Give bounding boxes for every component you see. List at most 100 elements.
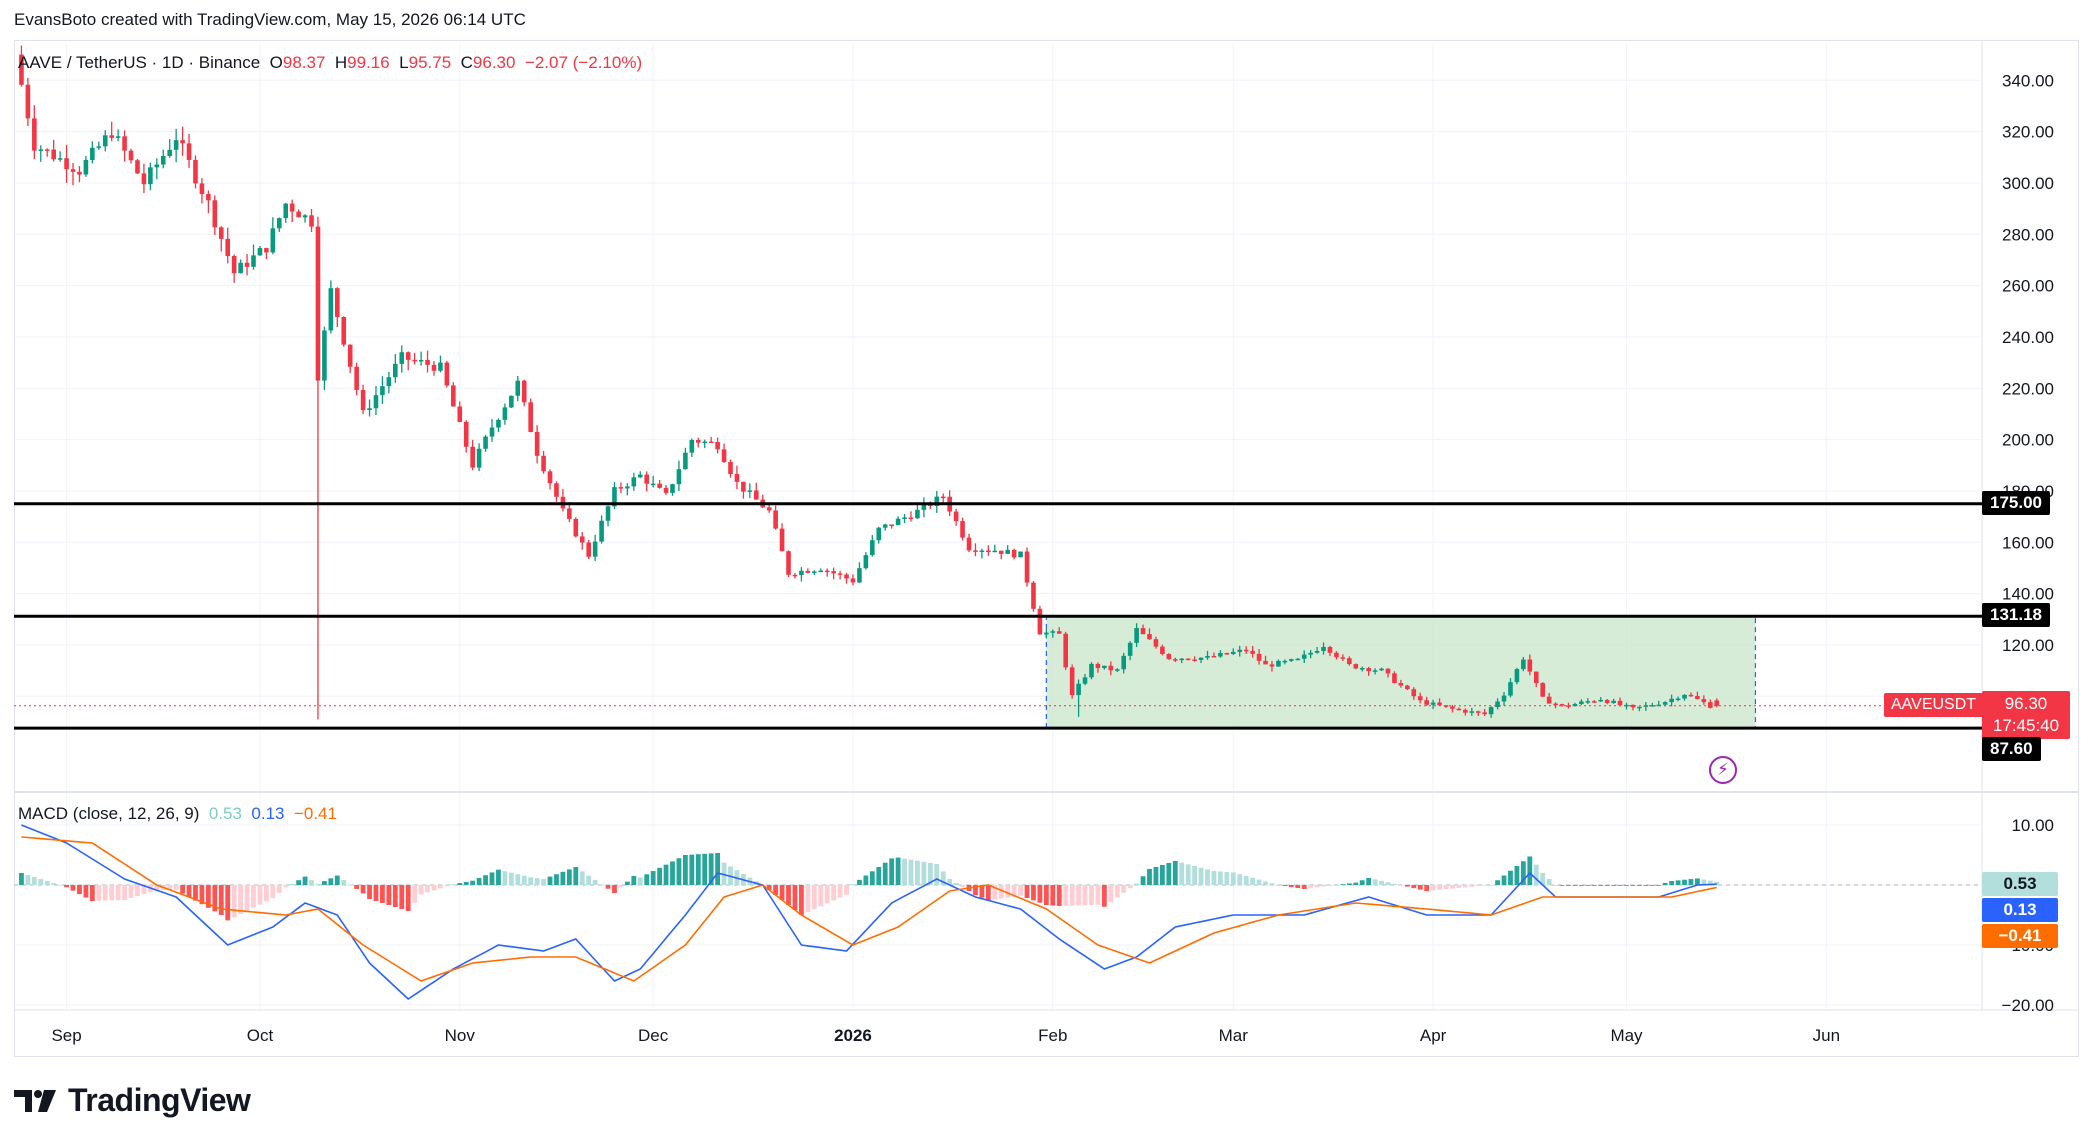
candle-body [1185, 658, 1191, 661]
macd-hist-bar [1501, 875, 1507, 885]
macd-hist-bar [1585, 885, 1591, 886]
candle-body [605, 506, 611, 521]
macd-hist-bar [1250, 877, 1256, 885]
macd-hist-bar [869, 871, 875, 885]
macd-hist-bar [650, 871, 656, 885]
candle-body [786, 551, 791, 575]
candle-body [1624, 704, 1629, 707]
candle-body [1276, 660, 1281, 667]
candle-body [708, 441, 714, 444]
macd-hist-bar [83, 885, 89, 898]
candle-body [1701, 699, 1707, 703]
tradingview-brand[interactable]: TradingView [14, 1082, 251, 1119]
candle-body [25, 84, 31, 119]
macd-hist-bar [115, 885, 121, 901]
macd-hist-bar [1682, 879, 1687, 885]
macd-hist-bar [276, 885, 282, 893]
macd-hist-bar [715, 853, 721, 885]
candle-body [1669, 698, 1674, 703]
candle-body [766, 507, 772, 511]
candle-body [1127, 642, 1133, 656]
candle-body [1385, 668, 1391, 674]
candle-body [373, 395, 379, 409]
macd-hist-bar [1101, 885, 1107, 907]
macd-hist-bar [44, 881, 50, 885]
candle-body [850, 578, 856, 583]
macd-hist-bar [1695, 878, 1700, 885]
macd-hist-bar [1224, 871, 1230, 885]
candle-body [122, 136, 127, 151]
symbol-label[interactable]: AAVE / TetherUS · 1D · Binance [18, 53, 261, 72]
candle-body [180, 140, 185, 144]
candle-body [592, 541, 598, 557]
candle-body [444, 362, 450, 386]
candle-body [721, 449, 727, 463]
macd-hist-bar [51, 883, 57, 885]
macd-hist-bar [1437, 885, 1442, 890]
macd-hist-bar [1301, 885, 1307, 889]
candle-body [257, 248, 263, 256]
macd-hist-bar [1018, 885, 1023, 896]
macd-hist-bar [135, 885, 140, 897]
macd-hist-bar [502, 871, 508, 885]
level-tag: 87.60 [1982, 737, 2041, 762]
macd-hist-bar [605, 885, 611, 889]
ohlc-legend: AAVE / TetherUS · 1D · Binance O98.37 H9… [18, 53, 642, 73]
candle-body [657, 483, 662, 488]
macd-hist-bar [1482, 885, 1488, 886]
candle-body [599, 520, 604, 542]
candle-body [1559, 704, 1565, 706]
range-zone [1045, 615, 1757, 729]
candle-body [1308, 652, 1313, 655]
macd-hist-bar [695, 854, 701, 885]
candle-body [367, 408, 372, 411]
macd-hist-bar [554, 874, 559, 885]
macd-hist-bar [1469, 885, 1475, 887]
lightning-icon[interactable]: ⚡ [1709, 756, 1737, 784]
macd-hist-bar [1688, 879, 1694, 885]
macd-hist-bar [122, 885, 127, 900]
price-tick-label: 140.00 [2002, 585, 2054, 604]
symbol-price-tag: AAVEUSDT [1884, 693, 1984, 717]
macd-hist-bar [1359, 880, 1365, 885]
low-label: L [399, 53, 409, 72]
candle-body [244, 262, 250, 267]
macd-hist-bar [328, 878, 334, 885]
macd-hist-bar [1398, 885, 1404, 886]
macd-hist-bar [644, 874, 650, 885]
candle-body [128, 150, 134, 161]
macd-hist-bar [354, 885, 360, 889]
macd-title[interactable]: MACD (close, 12, 26, 9) [18, 804, 200, 823]
macd-hist-bar [1308, 885, 1314, 889]
candle-body [502, 407, 508, 420]
time-axis-label: Mar [1219, 1026, 1249, 1045]
candle-body [160, 155, 166, 165]
macd-hist-bar [1076, 885, 1081, 906]
macd-hist-bar [1031, 885, 1036, 901]
macd-hist-bar [1669, 881, 1675, 885]
macd-hist-bar [102, 885, 108, 901]
candle-body [1153, 639, 1159, 647]
macd-hist-bar [1379, 880, 1384, 885]
macd-hist-bar [341, 880, 347, 885]
macd-hist-bar [1649, 885, 1655, 886]
candle-body [1082, 677, 1088, 684]
macd-hist-bar [1166, 863, 1172, 885]
macd-hist-bar [1056, 885, 1062, 906]
close-label: C [460, 53, 473, 72]
macd-value-tag: 0.13 [1982, 898, 2058, 922]
macd-hist-bar [992, 885, 998, 900]
candle-body [380, 386, 385, 396]
high-value: 99.16 [347, 53, 390, 72]
macd-hist-bar [386, 885, 392, 905]
macd-hist-bar [521, 875, 527, 885]
candle-body [979, 550, 985, 553]
chart-frame[interactable] [14, 40, 2079, 1057]
macd-hist-bar [844, 885, 849, 895]
macd-hist-bar [1314, 885, 1320, 888]
macd-hist-bar [1443, 885, 1449, 890]
candle-body [1611, 700, 1616, 704]
macd-hist-bar [1198, 867, 1204, 885]
candle-body [1553, 703, 1558, 706]
